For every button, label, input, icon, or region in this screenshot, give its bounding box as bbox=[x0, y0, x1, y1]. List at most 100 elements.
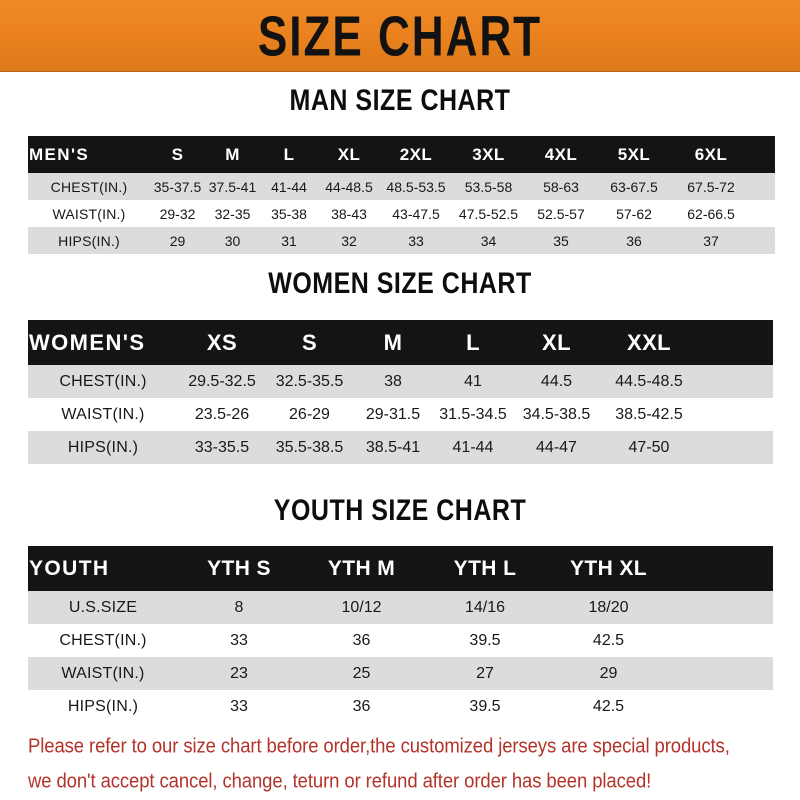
youth-cell: 39.5 bbox=[469, 631, 501, 649]
men-header-label: MEN'S bbox=[29, 144, 90, 164]
men-cell: 30 bbox=[224, 232, 241, 249]
men-column-header: XL bbox=[337, 144, 361, 164]
men-column-header: 5XL bbox=[617, 144, 651, 164]
men-cell: 37.5-41 bbox=[208, 178, 257, 195]
table-row: HIPS(IN.) 29 30 31 32 33 34 35 36 37 bbox=[28, 227, 775, 254]
women-cell: 32.5-35.5 bbox=[275, 372, 344, 390]
page-title: SIZE CHART bbox=[257, 3, 543, 68]
men-cell: 47.5-52.5 bbox=[458, 205, 519, 222]
women-column-header: XS bbox=[206, 329, 238, 355]
youth-cell-pad bbox=[670, 657, 773, 690]
men-cell: 37 bbox=[703, 232, 719, 249]
men-header-pad bbox=[751, 136, 775, 173]
women-row-label: CHEST(IN.) bbox=[59, 372, 147, 390]
women-column-header: S bbox=[301, 329, 318, 355]
women-cell: 35.5-38.5 bbox=[275, 438, 344, 456]
youth-cell-pad bbox=[670, 690, 773, 723]
women-size-table: WOMEN'S XS S M L XL XXL CHEST(IN.) 29.5-… bbox=[28, 320, 773, 464]
women-cell: 44.5 bbox=[540, 372, 573, 390]
youth-section-title: YOUTH SIZE CHART bbox=[273, 494, 527, 528]
women-column-header: L bbox=[466, 329, 480, 355]
women-cell: 31.5-34.5 bbox=[439, 405, 507, 423]
youth-cell: 27 bbox=[476, 664, 494, 682]
men-row-label: CHEST(IN.) bbox=[50, 178, 128, 195]
men-column-header: L bbox=[283, 144, 295, 164]
youth-column-header: YTH XL bbox=[569, 556, 648, 580]
youth-header-label: YOUTH bbox=[29, 556, 110, 580]
women-table-header-row: WOMEN'S XS S M L XL XXL bbox=[28, 320, 773, 365]
youth-cell-pad bbox=[670, 624, 773, 657]
men-cell: 48.5-53.5 bbox=[386, 178, 446, 195]
youth-table-header-row: YOUTH YTH S YTH M YTH L YTH XL bbox=[28, 546, 773, 591]
table-row: WAIST(IN.) 23.5-26 26-29 29-31.5 31.5-34… bbox=[28, 398, 773, 431]
women-cell: 29.5-32.5 bbox=[188, 372, 256, 390]
men-cell: 57-62 bbox=[616, 205, 652, 222]
notice-line-2: we don't accept cancel, change, teturn o… bbox=[28, 768, 652, 792]
men-cell: 29 bbox=[169, 232, 186, 249]
women-section-title: WOMEN SIZE CHART bbox=[268, 267, 532, 301]
men-section-title: MAN SIZE CHART bbox=[289, 84, 511, 118]
table-row: U.S.SIZE 8 10/12 14/16 18/20 bbox=[28, 591, 773, 624]
youth-header-pad bbox=[670, 546, 773, 591]
men-column-header: S bbox=[171, 144, 184, 164]
women-column-header: XL bbox=[542, 329, 571, 355]
youth-cell: 18/20 bbox=[588, 598, 629, 616]
women-cell: 41 bbox=[464, 372, 482, 390]
table-row: WAIST(IN.) 29-32 32-35 35-38 38-43 43-47… bbox=[28, 200, 775, 227]
youth-cell: 42.5 bbox=[592, 631, 625, 649]
youth-cell: 14/16 bbox=[464, 598, 506, 616]
table-row: HIPS(IN.) 33-35.5 35.5-38.5 38.5-41 41-4… bbox=[28, 431, 773, 464]
men-cell: 32-35 bbox=[214, 205, 251, 222]
youth-row-label: U.S.SIZE bbox=[68, 598, 138, 616]
women-header-label: WOMEN'S bbox=[29, 329, 146, 355]
men-cell: 63-67.5 bbox=[610, 178, 658, 195]
youth-row-label: HIPS(IN.) bbox=[67, 697, 139, 715]
women-cell: 33-35.5 bbox=[194, 438, 250, 456]
youth-cell: 33 bbox=[230, 631, 248, 649]
men-cell: 36 bbox=[626, 232, 642, 249]
women-cell: 38.5-42.5 bbox=[615, 405, 683, 423]
men-column-header: 3XL bbox=[472, 144, 505, 164]
youth-cell: 8 bbox=[234, 598, 244, 616]
women-row-label: WAIST(IN.) bbox=[61, 405, 145, 423]
women-column-header: XXL bbox=[627, 329, 671, 355]
men-cell: 35-38 bbox=[271, 205, 307, 222]
youth-cell: 33 bbox=[230, 697, 248, 715]
men-cell: 31 bbox=[281, 232, 297, 249]
youth-size-table: YOUTH YTH S YTH M YTH L YTH XL U.S.SIZE … bbox=[28, 546, 773, 723]
women-cell: 38 bbox=[384, 372, 402, 390]
youth-cell: 10/12 bbox=[341, 598, 382, 616]
men-cell: 41-44 bbox=[271, 178, 307, 195]
women-cell-pad bbox=[698, 431, 773, 464]
women-cell: 38.5-41 bbox=[365, 438, 421, 456]
men-column-header: 4XL bbox=[544, 144, 578, 164]
youth-cell: 23 bbox=[230, 664, 248, 682]
table-row: WAIST(IN.) 23 25 27 29 bbox=[28, 657, 773, 690]
table-row: HIPS(IN.) 33 36 39.5 42.5 bbox=[28, 690, 773, 723]
men-cell-pad bbox=[751, 227, 775, 254]
men-cell: 35 bbox=[553, 232, 569, 249]
women-cell-pad bbox=[698, 365, 773, 398]
youth-cell: 36 bbox=[352, 631, 371, 649]
men-cell: 34 bbox=[480, 232, 497, 249]
youth-cell: 39.5 bbox=[469, 697, 501, 715]
men-cell-pad bbox=[751, 200, 775, 227]
women-row-label: HIPS(IN.) bbox=[67, 438, 139, 456]
men-cell: 35-37.5 bbox=[153, 178, 202, 195]
youth-cell: 36 bbox=[352, 697, 371, 715]
youth-column-header: YTH S bbox=[207, 556, 271, 580]
men-cell: 29-32 bbox=[159, 205, 196, 222]
men-column-header: 2XL bbox=[399, 144, 433, 164]
men-column-header: M bbox=[225, 144, 240, 164]
men-cell: 33 bbox=[408, 232, 424, 249]
youth-cell: 42.5 bbox=[592, 697, 625, 715]
men-cell: 58-63 bbox=[543, 178, 579, 195]
men-column-header: 6XL bbox=[694, 144, 728, 164]
men-cell: 53.5-58 bbox=[464, 178, 513, 195]
men-cell: 62-66.5 bbox=[687, 205, 735, 222]
men-cell: 44-48.5 bbox=[325, 178, 373, 195]
youth-column-header: YTH M bbox=[327, 556, 396, 580]
men-size-table: MEN'S S M L XL 2XL 3XL 4XL 5XL 6XL CHEST… bbox=[28, 136, 775, 254]
women-cell: 29-31.5 bbox=[365, 405, 421, 423]
